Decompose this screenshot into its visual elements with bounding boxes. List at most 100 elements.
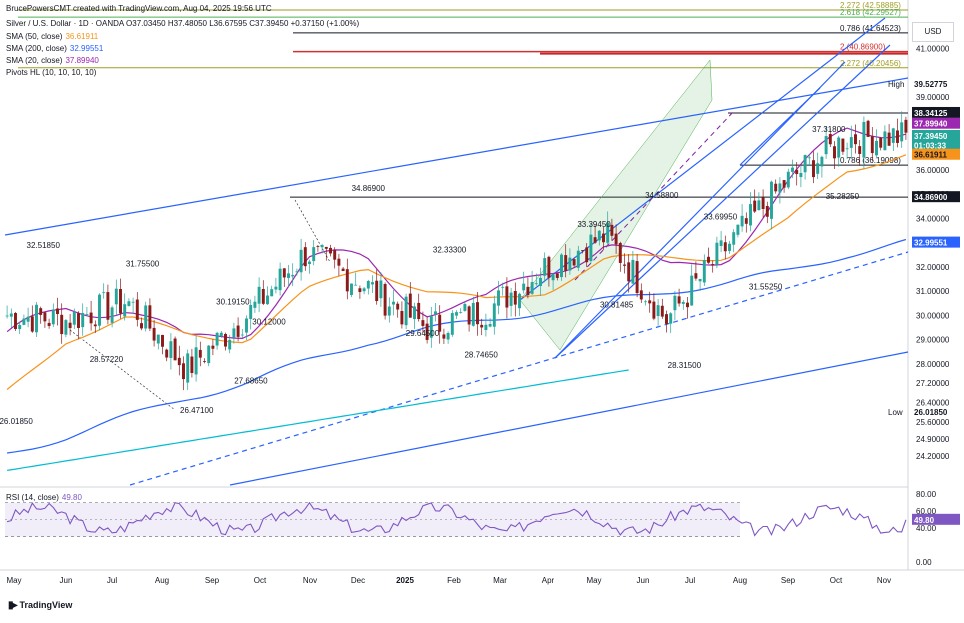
price-tag	[912, 236, 960, 248]
candle-body	[375, 280, 379, 302]
ma-line-long	[7, 369, 629, 471]
candle-body	[799, 172, 803, 178]
candle-body	[774, 183, 778, 192]
time-tick-label: Nov	[877, 576, 891, 585]
candle-body	[261, 289, 265, 304]
sma50-legend[interactable]: SMA (50, close) 36.61911	[6, 32, 98, 41]
candle-body	[585, 247, 589, 263]
price-tag	[912, 405, 960, 417]
candle-body	[896, 130, 899, 143]
candle-body	[68, 322, 72, 329]
candle-body	[513, 291, 517, 305]
candle-body	[757, 200, 761, 211]
sma200-legend[interactable]: SMA (200, close) 32.99551	[6, 44, 103, 53]
candle-body	[316, 246, 320, 247]
currency-button[interactable]: USD	[912, 22, 954, 42]
candle-body	[526, 286, 530, 296]
pivots-label: Pivots HL (10, 10, 10, 10)	[6, 68, 97, 77]
sma20-legend[interactable]: SMA (20, close) 37.89940	[6, 56, 99, 65]
candle-body	[484, 324, 488, 331]
channel-midline	[574, 109, 736, 281]
candle-body	[732, 232, 736, 245]
candle-body	[110, 307, 114, 323]
candle-body	[497, 290, 500, 306]
tradingview-logo-icon: ▮▸	[8, 600, 17, 611]
candle-body	[820, 156, 824, 167]
candle-body	[165, 349, 169, 358]
candle-body	[547, 256, 551, 278]
time-tick-label: Jun	[637, 576, 650, 585]
candle-body	[581, 250, 584, 251]
candle-body	[169, 341, 173, 359]
candle-body	[9, 313, 13, 317]
candle-body	[329, 247, 332, 254]
candle-body	[341, 268, 345, 271]
candle-body	[833, 146, 836, 159]
candle-body	[555, 273, 559, 278]
candle-body	[77, 313, 80, 328]
candle-body	[114, 288, 118, 305]
candle-body	[849, 137, 853, 148]
candle-body	[85, 314, 89, 315]
candle-body	[900, 122, 904, 142]
tradingview-logo[interactable]: ▮▸ TradingView	[8, 600, 72, 611]
time-tick-label: Sep	[205, 576, 220, 585]
candle-body	[870, 136, 874, 154]
price-tick-label: 24.90000	[916, 435, 950, 444]
price-tick-label: 27.20000	[916, 379, 950, 388]
candle-body	[656, 305, 660, 317]
price-tag	[912, 513, 960, 525]
candle-body	[51, 309, 55, 325]
candle-body	[446, 332, 450, 340]
channel-fill	[519, 59, 713, 351]
pivot-label: 31.75500	[126, 260, 160, 269]
candle-body	[887, 132, 891, 146]
price-tick-label: 41.00000	[916, 45, 950, 54]
time-tick-label: Oct	[254, 576, 267, 585]
price-tag-text: 38.34125	[914, 109, 948, 118]
fib-label: 2.272 (42.58885)	[840, 1, 901, 10]
candle-body	[26, 316, 30, 322]
candle-body	[539, 277, 542, 287]
time-tick-label: Nov	[303, 576, 317, 585]
candle-body	[879, 137, 883, 148]
candle-body	[564, 255, 568, 271]
price-tick-label: 31.00000	[916, 287, 950, 296]
candle-body	[803, 155, 807, 173]
sma50-label: SMA (50, close)	[6, 32, 63, 41]
candle-body	[715, 242, 719, 265]
candle-body	[681, 302, 685, 304]
candle-body	[568, 257, 572, 271]
candle-body	[719, 240, 723, 247]
candle-body	[425, 323, 429, 340]
candle-body	[404, 296, 408, 326]
candle-body	[723, 242, 727, 252]
pivots-legend[interactable]: Pivots HL (10, 10, 10, 10)	[6, 68, 96, 77]
candle-body	[249, 304, 253, 319]
time-tick-label: May	[6, 576, 21, 585]
pivot-label: 37.31800	[812, 125, 846, 134]
candle-body	[135, 299, 139, 320]
candle-body	[572, 259, 576, 266]
fib-label: 0.786 (36.19098)	[840, 156, 901, 165]
candle-body	[72, 311, 76, 325]
candle-body	[144, 305, 148, 329]
rsi-legend[interactable]: RSI (14, close) 49.80	[6, 493, 82, 502]
candle-body	[123, 304, 127, 317]
candle-body	[102, 292, 106, 294]
candle-body	[501, 286, 505, 288]
price-tag	[912, 78, 960, 90]
time-tick-label: Feb	[447, 576, 461, 585]
price-tag-caption: High	[888, 80, 904, 89]
price-tag-text: 32.99551	[914, 239, 948, 248]
candle-body	[845, 148, 849, 150]
candle-body	[362, 288, 366, 292]
candle-body	[245, 318, 248, 333]
candle-body	[60, 314, 64, 335]
rsi-label: RSI (14, close)	[6, 493, 59, 502]
candle-body	[207, 345, 211, 364]
candle-body	[518, 293, 521, 309]
candle-body	[257, 286, 261, 304]
